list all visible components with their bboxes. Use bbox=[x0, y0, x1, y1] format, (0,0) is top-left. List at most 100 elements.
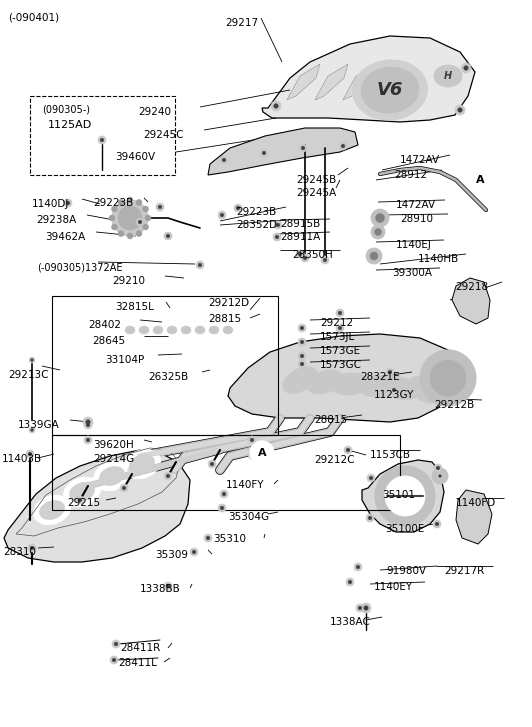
Polygon shape bbox=[228, 334, 456, 422]
Circle shape bbox=[298, 352, 306, 360]
Ellipse shape bbox=[63, 478, 101, 507]
Text: (-090401): (-090401) bbox=[8, 12, 59, 22]
Text: 35101: 35101 bbox=[382, 490, 415, 500]
Circle shape bbox=[338, 326, 342, 330]
Circle shape bbox=[344, 446, 352, 454]
Ellipse shape bbox=[69, 483, 95, 502]
Circle shape bbox=[143, 206, 148, 212]
Text: 28310: 28310 bbox=[3, 547, 36, 557]
Text: 39460V: 39460V bbox=[115, 152, 155, 162]
Text: 28815: 28815 bbox=[208, 314, 241, 324]
Circle shape bbox=[386, 368, 394, 376]
Circle shape bbox=[298, 324, 306, 332]
Circle shape bbox=[166, 585, 170, 588]
Ellipse shape bbox=[167, 326, 177, 334]
Circle shape bbox=[190, 548, 198, 556]
Text: 1153CB: 1153CB bbox=[370, 450, 411, 460]
Circle shape bbox=[468, 168, 492, 192]
Ellipse shape bbox=[209, 326, 219, 334]
Circle shape bbox=[371, 209, 389, 227]
Text: 1140FY: 1140FY bbox=[226, 480, 264, 490]
Ellipse shape bbox=[94, 462, 130, 491]
Circle shape bbox=[361, 603, 371, 613]
Ellipse shape bbox=[306, 370, 343, 394]
Circle shape bbox=[274, 221, 282, 229]
Ellipse shape bbox=[195, 326, 205, 334]
Circle shape bbox=[461, 63, 471, 73]
Text: 29217R: 29217R bbox=[444, 566, 484, 576]
Text: 28411R: 28411R bbox=[120, 643, 160, 653]
Circle shape bbox=[236, 206, 240, 210]
Circle shape bbox=[86, 423, 90, 427]
Circle shape bbox=[434, 464, 442, 472]
Circle shape bbox=[273, 233, 281, 241]
Circle shape bbox=[136, 218, 144, 226]
Circle shape bbox=[366, 248, 382, 264]
Circle shape bbox=[348, 580, 352, 584]
Circle shape bbox=[300, 362, 304, 366]
Text: 29245A: 29245A bbox=[296, 188, 336, 198]
Text: 29212: 29212 bbox=[320, 318, 353, 328]
Text: 28352D: 28352D bbox=[236, 220, 277, 230]
Polygon shape bbox=[362, 460, 444, 532]
Circle shape bbox=[420, 350, 476, 406]
Circle shape bbox=[66, 201, 70, 205]
Circle shape bbox=[109, 215, 115, 221]
Circle shape bbox=[439, 475, 442, 478]
Text: 29214G: 29214G bbox=[93, 454, 134, 464]
Text: 28402: 28402 bbox=[88, 320, 121, 330]
Circle shape bbox=[368, 516, 372, 520]
Text: 29218: 29218 bbox=[455, 282, 488, 292]
Text: 28815: 28815 bbox=[314, 415, 347, 425]
Circle shape bbox=[346, 578, 354, 586]
Text: 35304G: 35304G bbox=[228, 512, 269, 522]
Circle shape bbox=[370, 252, 378, 260]
Circle shape bbox=[336, 309, 344, 317]
Text: 1123GY: 1123GY bbox=[374, 390, 414, 400]
Circle shape bbox=[248, 436, 256, 444]
Circle shape bbox=[358, 606, 362, 610]
Circle shape bbox=[78, 498, 82, 502]
Circle shape bbox=[64, 199, 72, 207]
Ellipse shape bbox=[381, 376, 418, 400]
Circle shape bbox=[250, 453, 254, 457]
Circle shape bbox=[127, 233, 133, 239]
Text: 29223B: 29223B bbox=[236, 207, 276, 217]
Text: 1140FD: 1140FD bbox=[456, 498, 496, 508]
Text: 29245B: 29245B bbox=[296, 175, 336, 185]
Circle shape bbox=[31, 358, 34, 361]
Text: 35100E: 35100E bbox=[385, 524, 425, 534]
Text: 28911A: 28911A bbox=[280, 232, 320, 242]
Text: 28912: 28912 bbox=[394, 170, 427, 180]
Ellipse shape bbox=[99, 467, 124, 486]
Text: 1472AV: 1472AV bbox=[396, 200, 436, 210]
Text: 29245C: 29245C bbox=[143, 130, 184, 140]
Circle shape bbox=[321, 256, 329, 264]
Polygon shape bbox=[287, 64, 320, 100]
Circle shape bbox=[210, 462, 214, 466]
Circle shape bbox=[274, 104, 278, 108]
Polygon shape bbox=[208, 128, 358, 175]
Circle shape bbox=[28, 452, 32, 456]
Text: 28645: 28645 bbox=[92, 336, 125, 346]
Text: 39300A: 39300A bbox=[392, 268, 432, 278]
Circle shape bbox=[26, 450, 34, 458]
Circle shape bbox=[206, 537, 210, 540]
Text: 1339GA: 1339GA bbox=[18, 420, 60, 430]
Text: (090305-): (090305-) bbox=[42, 105, 90, 115]
Text: 32815L: 32815L bbox=[115, 302, 154, 312]
Circle shape bbox=[118, 206, 142, 230]
Circle shape bbox=[110, 656, 118, 664]
Circle shape bbox=[437, 473, 443, 479]
Text: 28915B: 28915B bbox=[280, 219, 320, 229]
Circle shape bbox=[112, 200, 148, 236]
Circle shape bbox=[369, 476, 373, 480]
Circle shape bbox=[376, 214, 385, 222]
Circle shape bbox=[436, 466, 440, 470]
Circle shape bbox=[31, 429, 34, 431]
Circle shape bbox=[435, 522, 439, 526]
Text: 1140EJ: 1140EJ bbox=[396, 240, 432, 250]
Text: 1573JL: 1573JL bbox=[320, 332, 355, 342]
Text: 29215: 29215 bbox=[67, 498, 100, 508]
Text: 29212D: 29212D bbox=[208, 298, 249, 308]
